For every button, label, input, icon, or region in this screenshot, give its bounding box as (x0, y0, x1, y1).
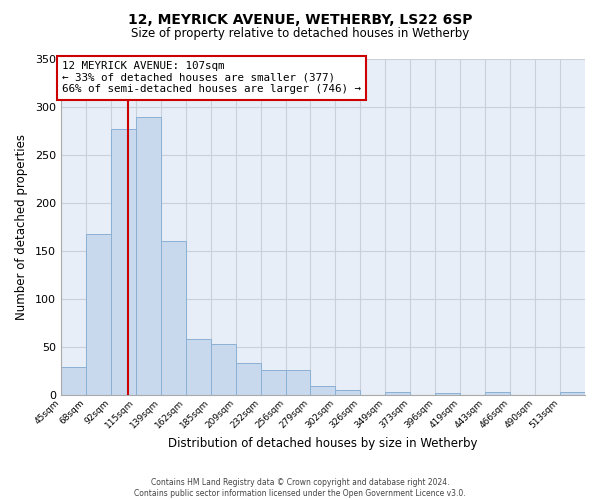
Bar (310, 386, 335, 395)
Bar (211, 344, 236, 395)
Bar (335, 390, 361, 395)
Bar (236, 364, 260, 395)
Bar (86, 234, 111, 395)
Bar (485, 392, 510, 395)
Bar (161, 240, 186, 395)
Text: Size of property relative to detached houses in Wetherby: Size of property relative to detached ho… (131, 28, 469, 40)
X-axis label: Distribution of detached houses by size in Wetherby: Distribution of detached houses by size … (168, 437, 478, 450)
Bar (136, 116, 161, 395)
Bar (186, 338, 211, 395)
Text: Contains HM Land Registry data © Crown copyright and database right 2024.
Contai: Contains HM Land Registry data © Crown c… (134, 478, 466, 498)
Bar (560, 392, 585, 395)
Text: 12, MEYRICK AVENUE, WETHERBY, LS22 6SP: 12, MEYRICK AVENUE, WETHERBY, LS22 6SP (128, 12, 472, 26)
Y-axis label: Number of detached properties: Number of detached properties (15, 134, 28, 320)
Bar (111, 129, 136, 395)
Bar (385, 392, 410, 395)
Bar (61, 368, 86, 395)
Text: 12 MEYRICK AVENUE: 107sqm
← 33% of detached houses are smaller (377)
66% of semi: 12 MEYRICK AVENUE: 107sqm ← 33% of detac… (62, 61, 361, 94)
Bar (286, 370, 310, 395)
Bar (435, 394, 460, 395)
Bar (260, 370, 286, 395)
